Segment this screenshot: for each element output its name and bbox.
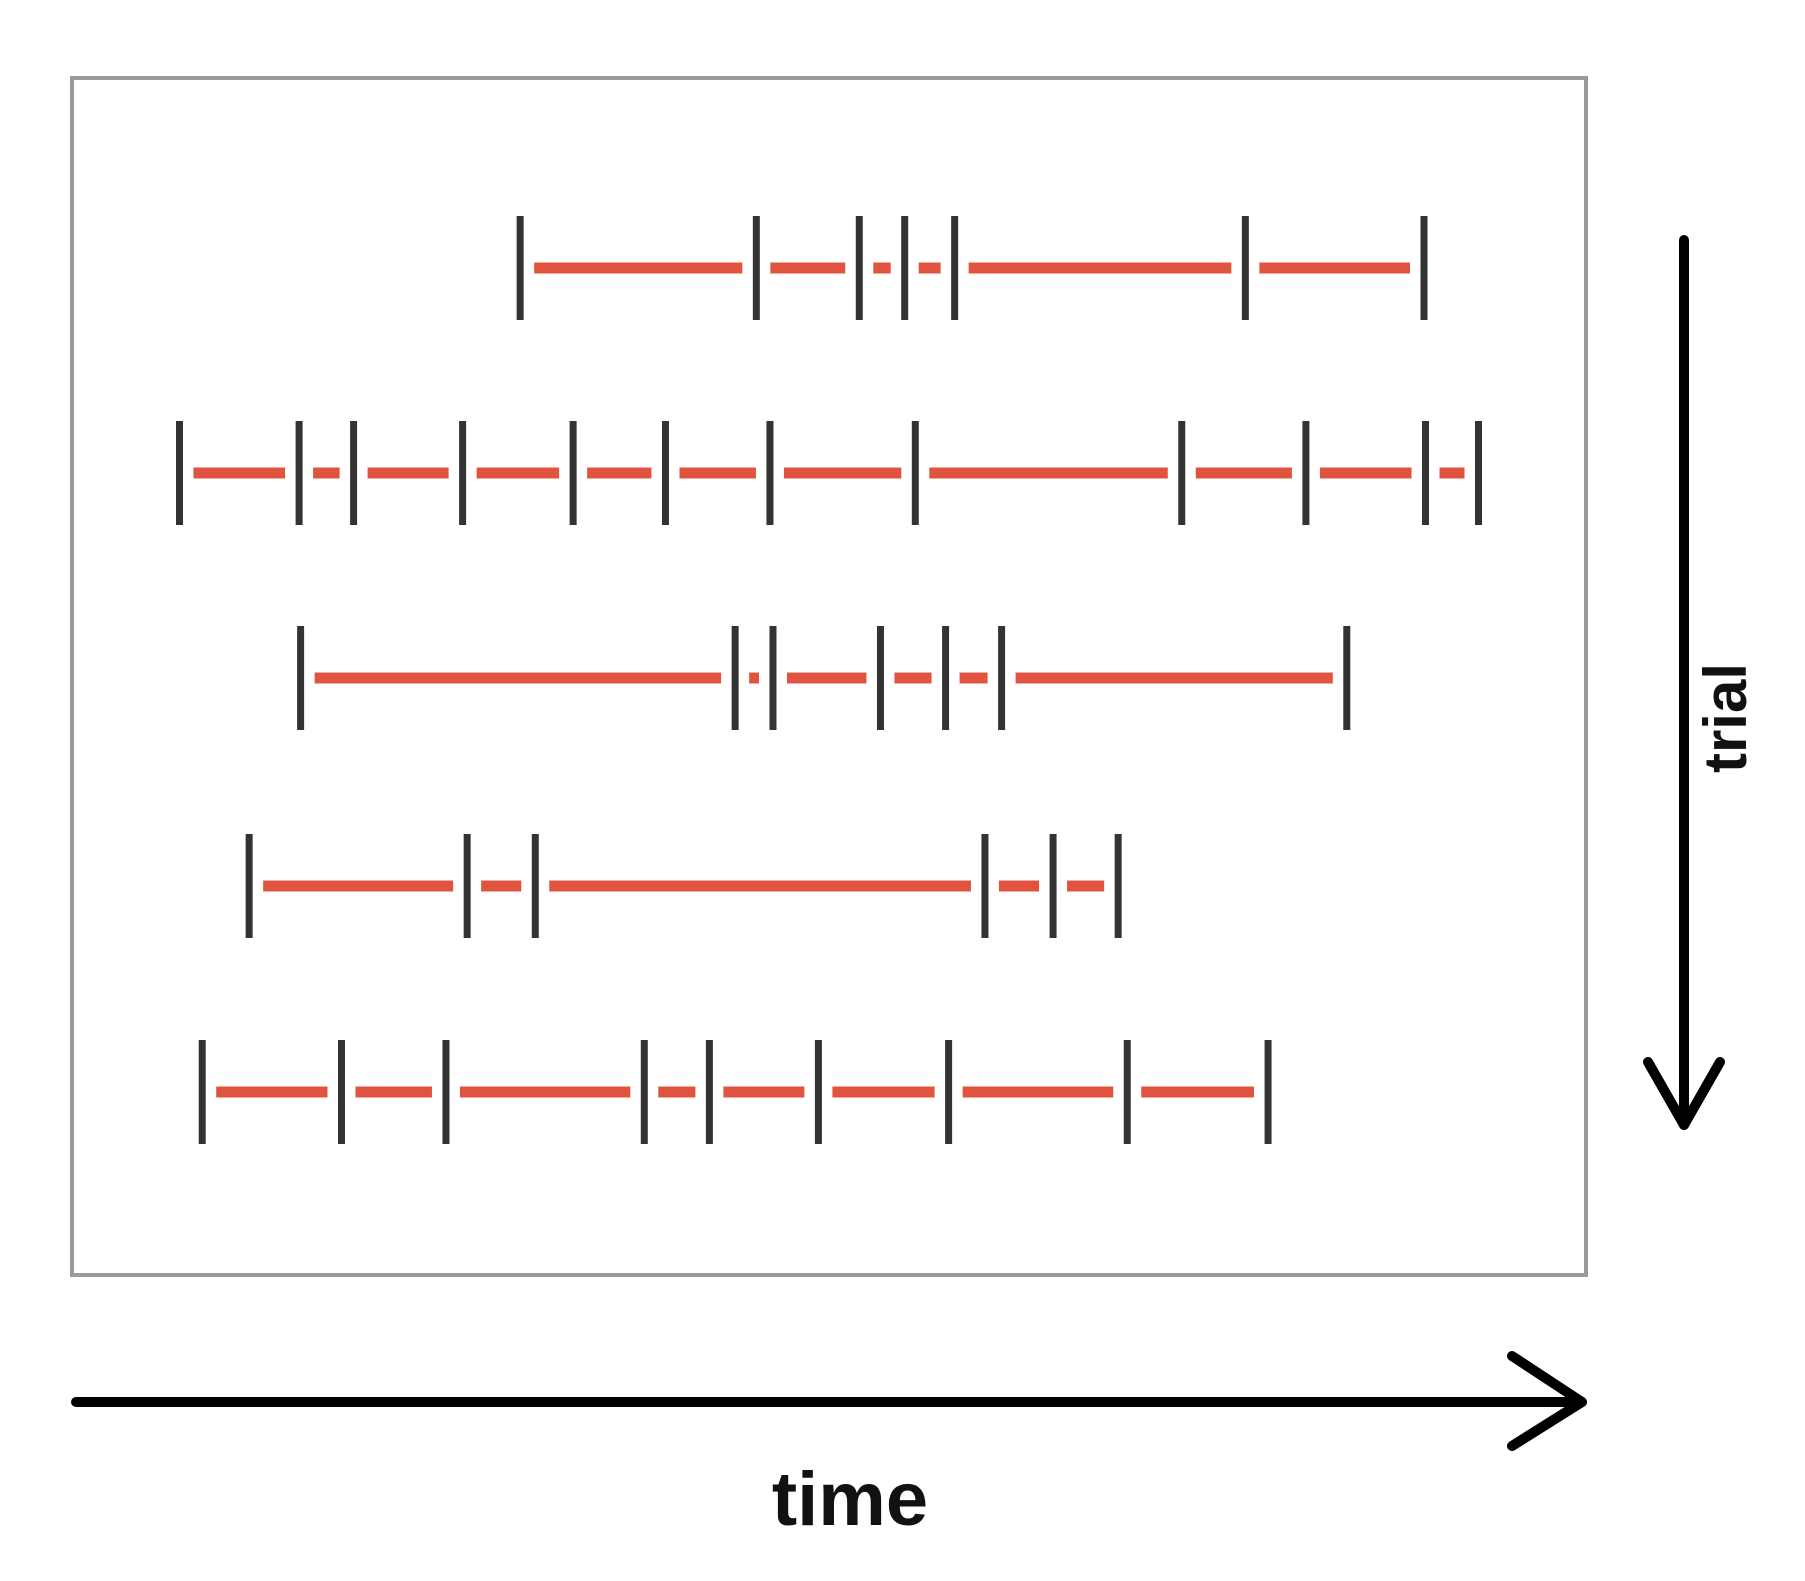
trial-row-1 — [516, 216, 1428, 320]
trial-row-5 — [198, 1040, 1272, 1144]
trial-arrow-head — [1643, 1057, 1725, 1130]
time-arrow — [71, 1351, 1587, 1451]
time-label: time — [772, 1457, 928, 1542]
time-arrow-head — [1507, 1351, 1587, 1451]
trial-row-2 — [175, 421, 1483, 525]
trial-row-3 — [297, 626, 1351, 730]
trial-label: trial — [1692, 663, 1759, 773]
trial-row-4 — [245, 834, 1122, 938]
trials-layer — [175, 216, 1483, 1144]
trial-arrow — [1643, 235, 1725, 1130]
